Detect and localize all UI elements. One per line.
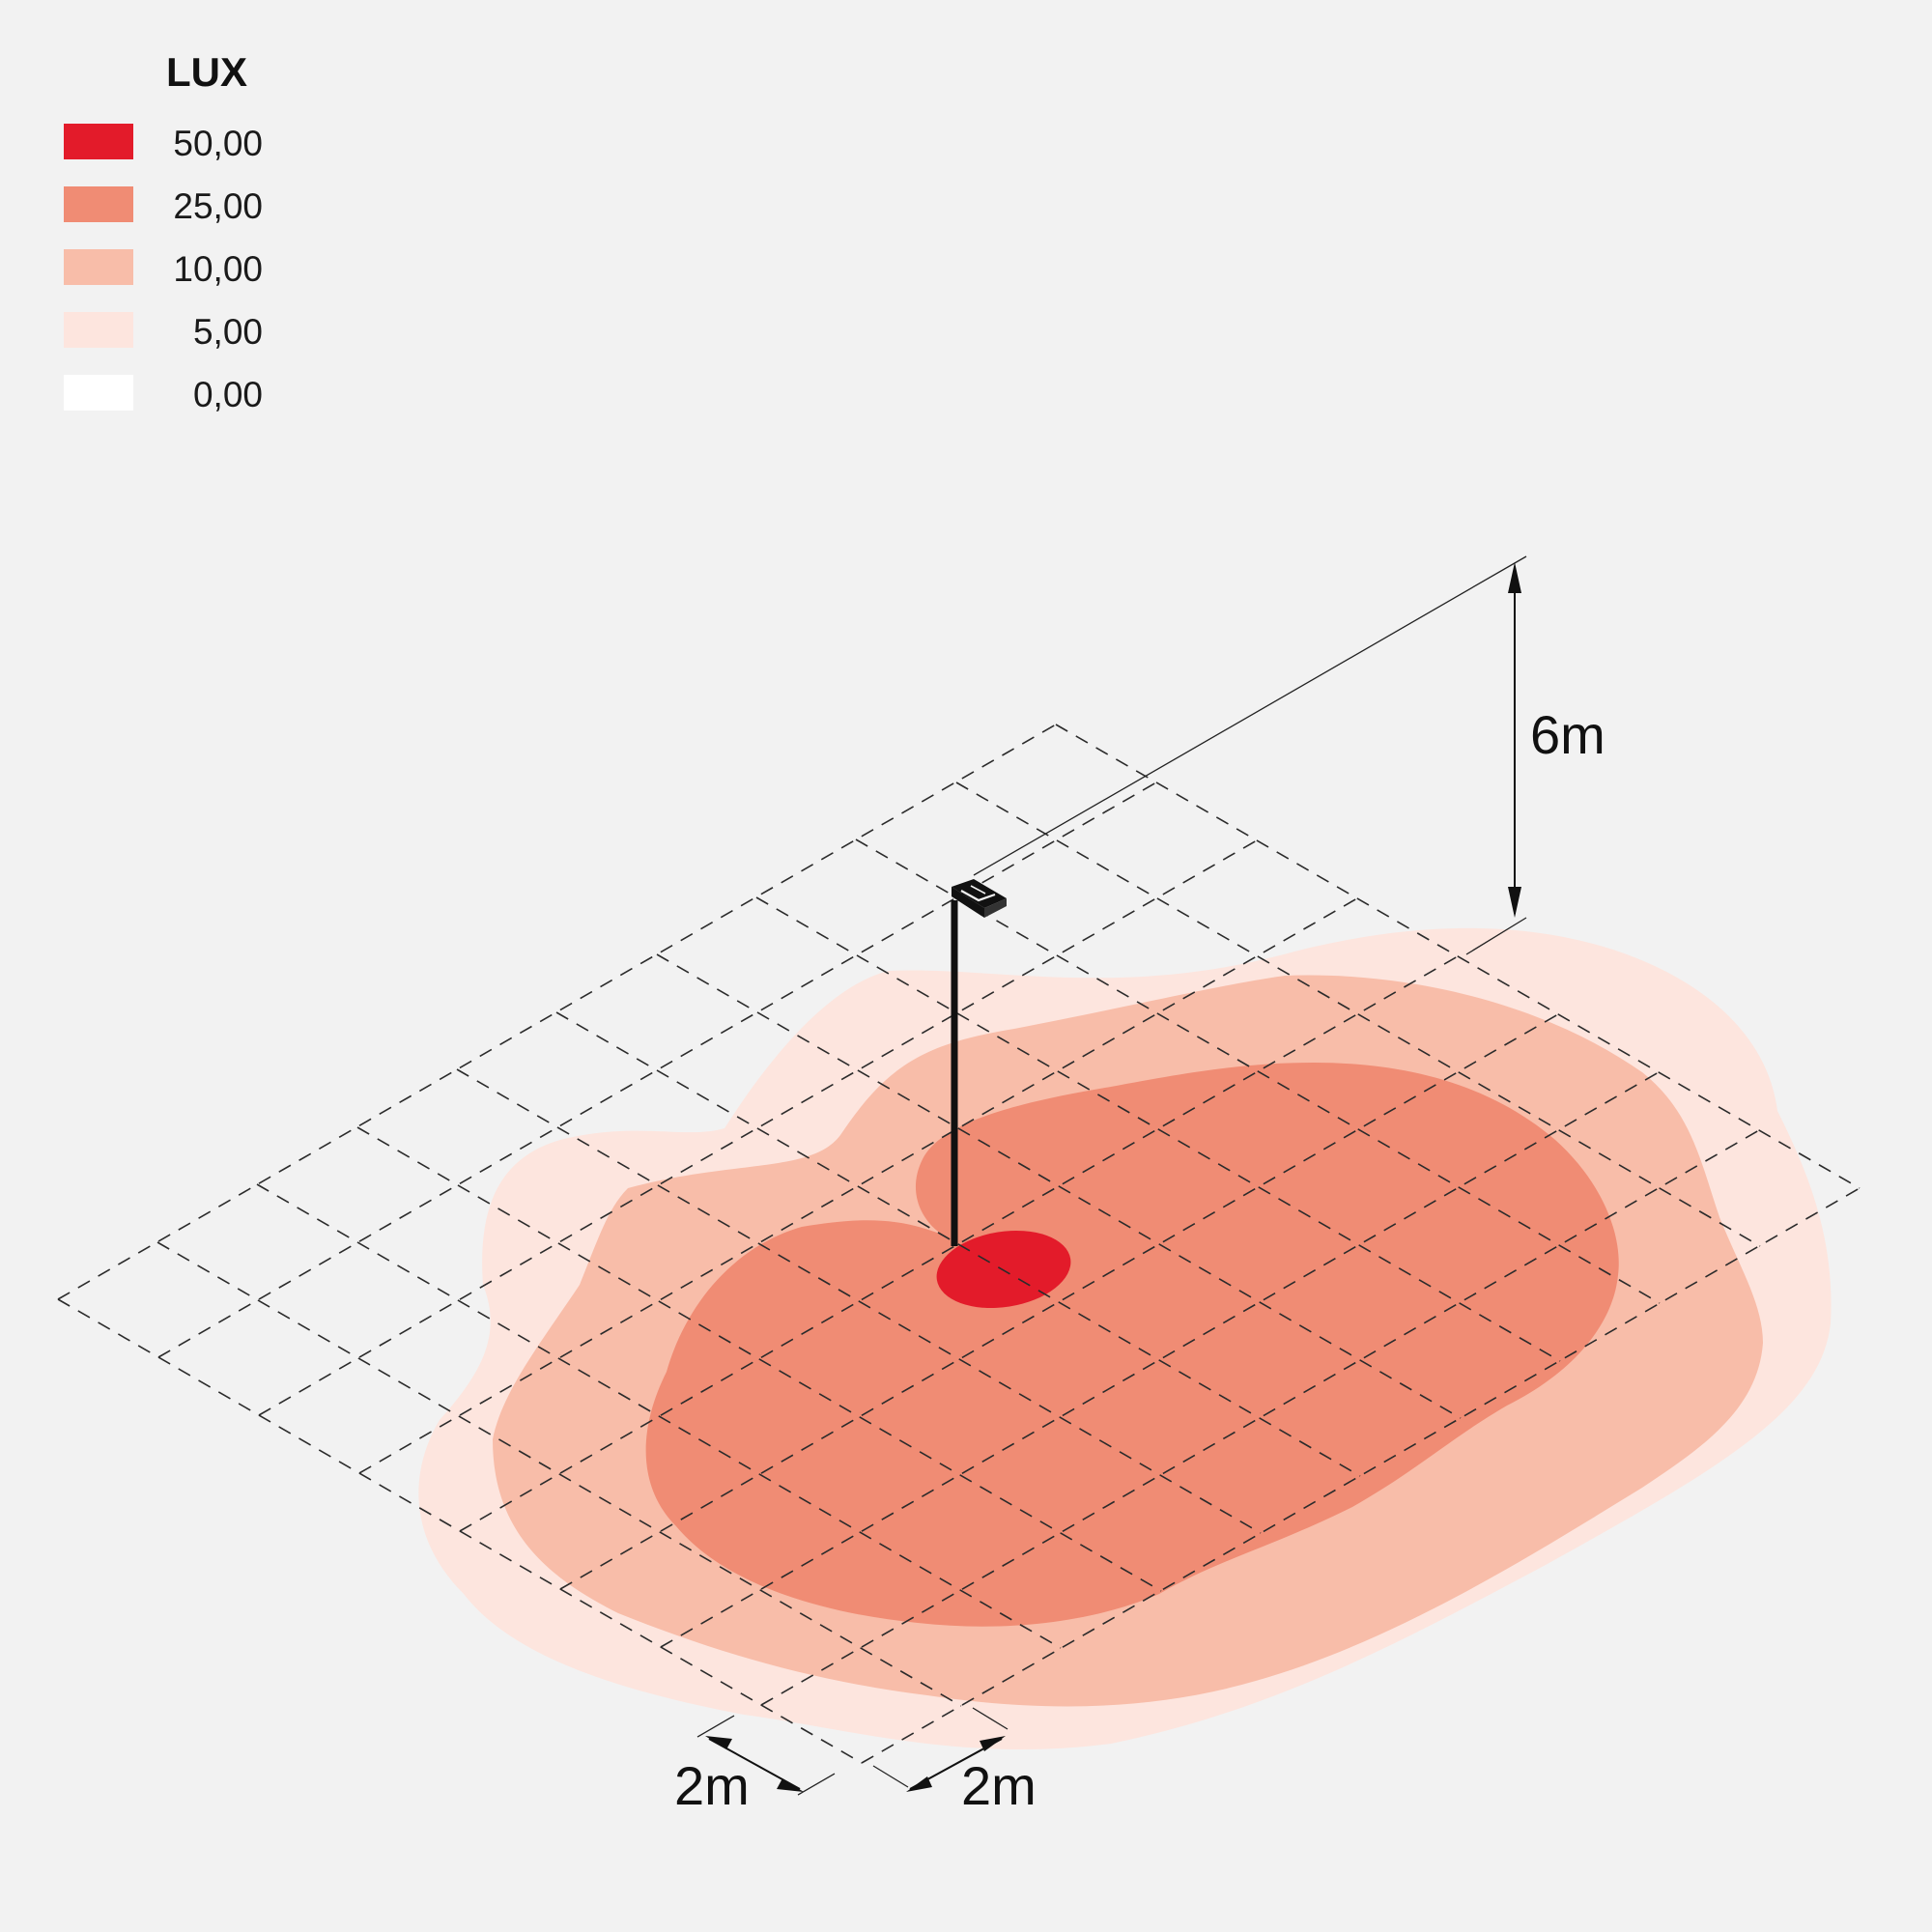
arrow-icon	[777, 1778, 804, 1792]
extension-line-bottom	[1465, 917, 1527, 955]
legend-swatch-10	[64, 249, 133, 285]
extension-line	[872, 1765, 909, 1788]
grid-line	[57, 1298, 863, 1764]
legend-swatch-5	[64, 312, 133, 348]
legend-title: LUX	[166, 49, 247, 95]
ground-grid	[57, 724, 1861, 1764]
illuminance-contours	[418, 927, 1832, 1750]
grid-dimension-right: 2m	[872, 1707, 1037, 1816]
grid-line	[459, 955, 1459, 1532]
extension-line	[972, 1707, 1009, 1730]
arrow-icon	[906, 1776, 932, 1792]
light-mast	[951, 879, 1007, 1246]
grid-line	[755, 896, 1561, 1362]
height-label: 6m	[1530, 704, 1605, 765]
grid-line	[760, 1129, 1760, 1706]
arrow-up-icon	[1508, 562, 1521, 593]
legend-swatch-25	[64, 186, 133, 222]
floodlight-icon	[952, 879, 1007, 918]
extension-line	[696, 1715, 735, 1738]
grid-dimension-left: 2m	[674, 1715, 836, 1816]
grid-line	[559, 1013, 1559, 1590]
grid-line	[358, 897, 1358, 1474]
grid-line	[156, 1241, 962, 1707]
grid-line	[660, 1071, 1660, 1648]
contour-25-lux	[645, 1063, 1619, 1627]
grid-line	[356, 1126, 1162, 1592]
grid-line	[157, 781, 1157, 1358]
extension-line	[797, 1773, 836, 1796]
arrow-down-icon	[1508, 887, 1521, 918]
legend-label-10: 10,00	[173, 249, 263, 289]
grid-y-label: 2m	[961, 1755, 1037, 1816]
grid-line	[256, 1183, 1062, 1649]
grid-line	[855, 838, 1661, 1304]
extension-line-top	[973, 555, 1527, 876]
grid-line	[555, 1011, 1361, 1477]
grid-line	[57, 724, 1057, 1300]
legend-label-50: 50,00	[173, 124, 263, 163]
legend-label-5: 5,00	[193, 312, 263, 352]
grid-line	[656, 953, 1462, 1419]
grid-line	[1055, 724, 1861, 1189]
grid-x-label: 2m	[674, 1755, 750, 1816]
grid-line	[258, 839, 1258, 1416]
legend-swatch-0	[64, 375, 133, 411]
arrow-icon	[705, 1736, 732, 1749]
grid-line	[955, 781, 1761, 1247]
grid-line	[861, 1187, 1861, 1764]
arrow-icon	[980, 1736, 1006, 1751]
grid-line	[456, 1068, 1262, 1534]
height-dimension: 6m	[973, 555, 1605, 955]
contour-50-lux	[936, 1230, 1071, 1309]
legend-label-25: 25,00	[173, 186, 263, 226]
legend-label-0: 0,00	[193, 375, 263, 414]
legend-swatch-50	[64, 124, 133, 159]
legend: LUX 50,00 25,00 10,00 5,00 0,00	[64, 49, 263, 414]
